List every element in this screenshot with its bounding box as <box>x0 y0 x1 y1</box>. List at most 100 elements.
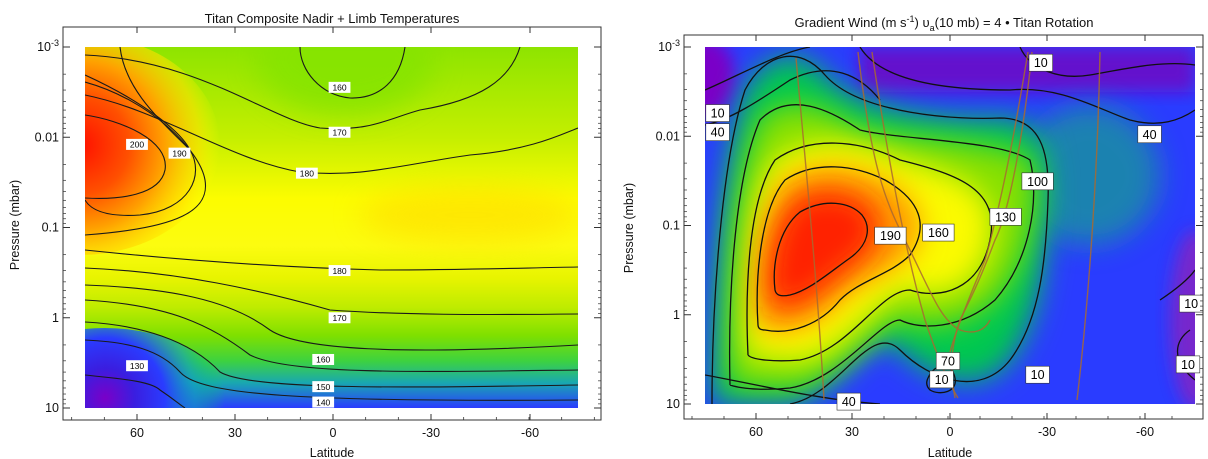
rotation-curve-0 <box>795 57 825 401</box>
contour-label-box <box>1137 125 1162 144</box>
x-tick-label: 60 <box>130 426 144 440</box>
contour-label: 180 <box>328 265 351 277</box>
contour-label: 10 <box>1028 53 1053 72</box>
contour-label: 10 <box>705 104 730 122</box>
contour-label-text: 10 <box>1181 358 1195 372</box>
contour-label: 130 <box>126 360 148 372</box>
isotherm-12 <box>85 339 578 401</box>
contour-label-text: 40 <box>711 126 725 140</box>
y-tick-label: 0.1 <box>663 219 680 233</box>
contour-label: 190 <box>168 147 191 159</box>
contour-label: 200 <box>126 138 148 150</box>
contour-label: 160 <box>312 353 335 365</box>
contour-label-box <box>1028 53 1053 72</box>
isotherm-3 <box>85 114 166 199</box>
contour-label-text: 100 <box>1027 175 1048 189</box>
rotation-curve-5 <box>1076 51 1101 401</box>
isotach-1 <box>728 104 1035 390</box>
contour-label-box <box>312 396 335 408</box>
contour-label-box <box>705 104 730 122</box>
isotach-5 <box>705 47 811 91</box>
rotation-curve-1 <box>857 51 991 333</box>
contour-label-text: 40 <box>842 395 856 409</box>
x-tick-label: -30 <box>1038 425 1056 439</box>
contour-label: 140 <box>312 396 335 408</box>
contour-label-box <box>935 352 961 370</box>
isotherm-10 <box>85 299 578 372</box>
contour-label: 160 <box>922 223 955 242</box>
contour-label-text: 170 <box>332 313 346 323</box>
contour-label: 190 <box>874 226 907 245</box>
y-tick-label: 10-3 <box>37 38 59 54</box>
isotherm-1 <box>85 74 191 151</box>
contour-label-box <box>989 208 1022 226</box>
contour-label-text: 150 <box>316 382 330 392</box>
temperature-color-field <box>85 47 578 408</box>
isotherm-6 <box>85 94 578 175</box>
contour-label: 150 <box>312 381 335 393</box>
warm-band <box>360 187 578 243</box>
y-tick-label: 10-3 <box>658 38 680 54</box>
contour-label: 10 <box>1179 294 1204 313</box>
isotach-9 <box>1159 269 1195 301</box>
teal-lobe <box>1020 105 1160 245</box>
y-tick-label: 0.1 <box>42 221 59 235</box>
y-axis-label: Pressure (mbar) <box>8 180 22 270</box>
contour-label: 160 <box>328 81 351 93</box>
title-sup: -1 <box>907 14 915 24</box>
contour-label-text: 200 <box>130 140 144 150</box>
title-mid: ) υ <box>915 15 930 30</box>
contour-label-box <box>874 226 907 245</box>
contour-label-text: 40 <box>1143 128 1157 142</box>
contour-label: 40 <box>1137 125 1162 144</box>
isotherm-0 <box>85 47 197 216</box>
contour-label-text: 10 <box>711 107 725 121</box>
isotherm-4 <box>299 47 406 99</box>
contour-label-box <box>328 312 351 324</box>
x-tick-label: 30 <box>228 426 242 440</box>
contour-label-text: 160 <box>316 355 330 365</box>
contour-label-text: 10 <box>935 373 949 387</box>
contour-label-box <box>168 147 191 159</box>
contour-label-text: 130 <box>995 210 1016 224</box>
contour-label-box <box>1021 172 1054 191</box>
contour-label-box <box>1025 365 1050 384</box>
wind-contour-labels: 10 40 190 160 130 100 10 40 10 10 70 10 10 40 <box>705 53 1204 411</box>
x-tick-label: 0 <box>330 426 337 440</box>
temperature-axes: 60 30 0 -30 -60 10-3 0.01 0.1 1 10 <box>35 27 601 440</box>
contour-label-text: 10 <box>1031 368 1045 382</box>
isotherm-5 <box>85 47 521 130</box>
contour-label-text: 10 <box>1184 297 1198 311</box>
contour-label-box <box>328 81 351 93</box>
y-axis-label: Pressure (mbar) <box>622 183 636 273</box>
contour-label-text: 10 <box>1034 56 1048 70</box>
y-tick-label: 1 <box>52 311 59 325</box>
x-tick-label: -60 <box>521 426 539 440</box>
contour-label-box <box>312 381 335 393</box>
chart-title: Gradient Wind (m s-1) υa(10 mb) = 4 • Ti… <box>795 14 1094 33</box>
wind-panel: Gradient Wind (m s-1) υa(10 mb) = 4 • Ti… <box>622 14 1204 459</box>
contour-label-box <box>126 138 148 150</box>
cool-top <box>255 47 435 115</box>
contour-label-text: 180 <box>300 168 314 178</box>
y-tick-label: 1 <box>673 308 680 322</box>
x-tick-label: 60 <box>749 425 763 439</box>
rotation-curve-3 <box>951 51 1033 399</box>
jet-layer-4 <box>767 190 879 308</box>
title-sub: a <box>930 23 935 33</box>
temperature-contour-labels: 200 190 160 170 180 180 170 160 150 140 130 <box>126 81 351 408</box>
isotherm-11 <box>85 321 578 388</box>
contour-label-text: 160 <box>928 226 949 240</box>
isotach-0 <box>711 55 1049 404</box>
isotach-3 <box>756 166 921 332</box>
x-axis-label: Latitude <box>310 446 355 459</box>
purple-corner <box>705 47 735 117</box>
x-tick-label: -30 <box>422 426 440 440</box>
title-suffix: (10 mb) = 4 • Titan Rotation <box>935 15 1094 30</box>
chart-title: Titan Composite Nadir + Limb Temperature… <box>205 11 460 26</box>
title-prefix: Gradient Wind (m s <box>795 15 907 30</box>
contour-label-text: 160 <box>332 83 346 93</box>
contour-label: 100 <box>1021 172 1054 191</box>
x-axis-label: Latitude <box>928 446 973 459</box>
isotach-10 <box>1177 329 1195 381</box>
